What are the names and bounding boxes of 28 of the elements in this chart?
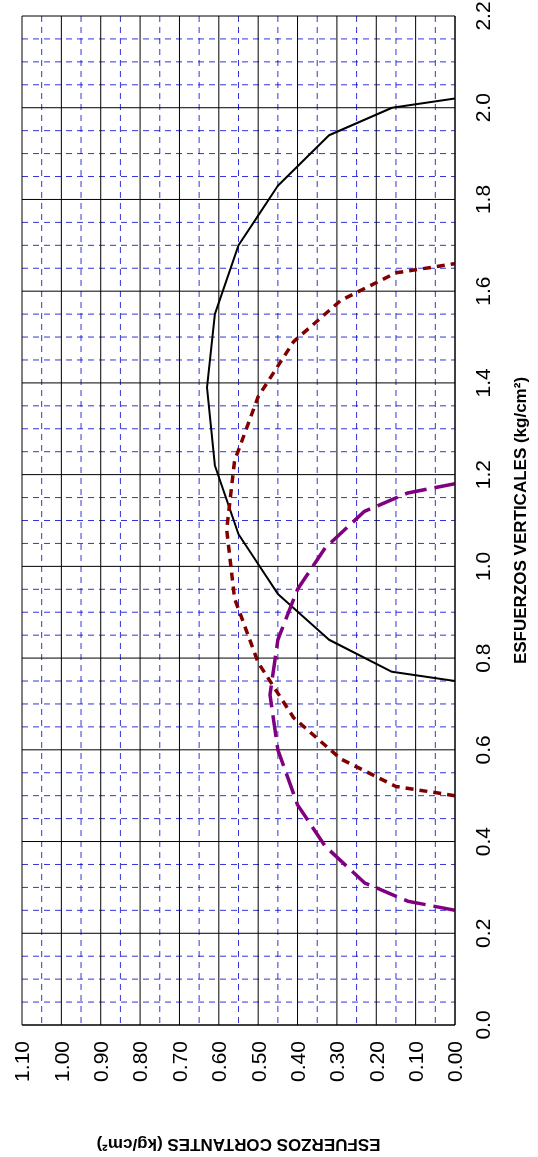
x-tick-label: 1.10	[10, 1041, 34, 1082]
y-tick-label: 2.0	[471, 93, 495, 123]
x-tick-label: 0.70	[167, 1041, 191, 1082]
x-tick-label: 0.50	[246, 1041, 270, 1082]
y-tick-label: 0.8	[471, 643, 495, 673]
y-axis-title: ESFUERZOS VERTICALES (kg/cm²)	[511, 376, 531, 665]
y-tick-label: 0.6	[471, 735, 495, 765]
y-tick-label: 1.8	[471, 184, 495, 215]
x-tick-label: 0.20	[364, 1041, 388, 1082]
x-tick-label: 0.80	[128, 1041, 152, 1082]
y-tick-label: 0.4	[471, 826, 495, 857]
x-tick-label: 0.90	[89, 1041, 113, 1082]
y-tick-label: 1.2	[471, 460, 495, 490]
x-tick-label: 0.00	[443, 1041, 467, 1082]
y-tick-label: 1.6	[471, 276, 495, 306]
line-series	[268, 482, 455, 913]
x-tick-label: 0.10	[403, 1041, 427, 1082]
x-tick-label: 0.60	[207, 1041, 231, 1082]
x-tick-label: 1.00	[49, 1041, 73, 1082]
y-tick-label: 2.2	[471, 1, 495, 31]
y-tick-label: 0.2	[471, 918, 495, 948]
y-tick-label: 1.0	[471, 551, 495, 581]
x-tick-label: 0.40	[285, 1041, 309, 1082]
y-tick-label: 1.4	[471, 368, 495, 398]
x-tick-label: 0.30	[325, 1041, 349, 1082]
line-series	[224, 261, 455, 798]
y-tick-label: 0.0	[471, 1010, 495, 1040]
x-axis-title: ESFUERZOS CORTANTES (kg/cm²)	[96, 1135, 381, 1154]
